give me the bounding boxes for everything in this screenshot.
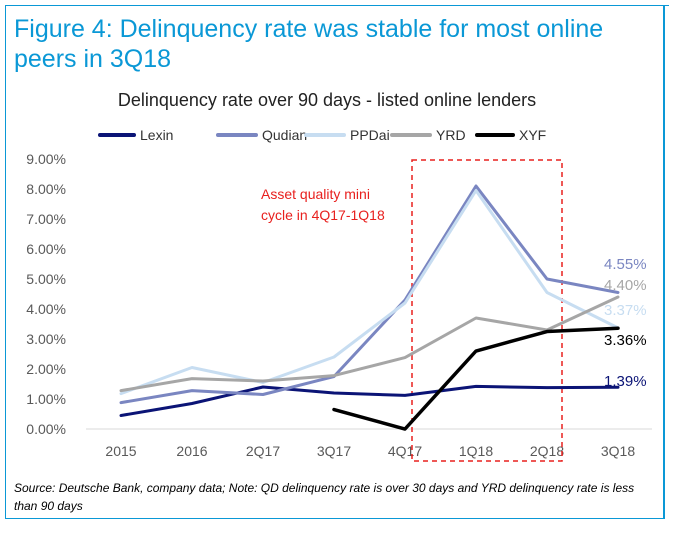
- legend-label-ppdai: PPDai: [350, 127, 390, 143]
- y-tick-label: 9.00%: [26, 151, 66, 167]
- y-tick-label: 8.00%: [26, 181, 66, 197]
- frame-top-border: [5, 5, 669, 6]
- source-note: Source: Deutsche Bank, company data; Not…: [14, 481, 635, 513]
- series-line-yrd: [119, 295, 620, 393]
- legend-label-lexin: Lexin: [140, 127, 173, 143]
- series-line-xyf: [332, 326, 620, 431]
- y-tick-label: 0.00%: [26, 421, 66, 437]
- end-value-label: 4.40%: [604, 277, 647, 294]
- series-line-ppdai: [119, 189, 620, 396]
- annotation-box: [411, 159, 563, 462]
- series-line-lexin: [119, 384, 620, 417]
- series-line-qudian: [119, 184, 620, 405]
- x-tick-label: 1Q18: [459, 443, 493, 459]
- frame-left-border: [5, 5, 6, 519]
- legend-label-qudian: Qudian: [262, 127, 307, 143]
- y-tick-label: 6.00%: [26, 241, 66, 257]
- frame-right-border: [663, 5, 665, 519]
- y-tick-label: 5.00%: [26, 271, 66, 287]
- legend-label-yrd: YRD: [436, 127, 466, 143]
- y-tick-label: 1.00%: [26, 391, 66, 407]
- end-value-label: 3.37%: [604, 302, 647, 319]
- x-tick-label: 2015: [105, 443, 136, 459]
- y-tick-label: 3.00%: [26, 331, 66, 347]
- x-tick-label: 2Q17: [246, 443, 280, 459]
- chart-title: Delinquency rate over 90 days - listed o…: [118, 90, 536, 110]
- x-tick-label: 2016: [176, 443, 207, 459]
- y-tick-label: 2.00%: [26, 361, 66, 377]
- legend-label-xyf: XYF: [519, 127, 546, 143]
- y-tick-label: 7.00%: [26, 211, 66, 227]
- end-value-label: 1.39%: [604, 373, 647, 390]
- end-value-label: 4.55%: [604, 256, 647, 273]
- x-tick-label: 3Q17: [317, 443, 351, 459]
- x-tick-label: 3Q18: [601, 443, 635, 459]
- frame-bottom-border: [5, 518, 665, 519]
- x-tick-label: 4Q17: [388, 443, 422, 459]
- y-tick-label: 4.00%: [26, 301, 66, 317]
- annotation-text: cycle in 4Q17-1Q18: [261, 207, 385, 223]
- end-value-label: 3.36%: [604, 332, 647, 349]
- x-tick-label: 2Q18: [530, 443, 564, 459]
- figure-title: Figure 4: Delinquency rate was stable fo…: [14, 15, 604, 73]
- annotation-text: Asset quality mini: [261, 186, 370, 202]
